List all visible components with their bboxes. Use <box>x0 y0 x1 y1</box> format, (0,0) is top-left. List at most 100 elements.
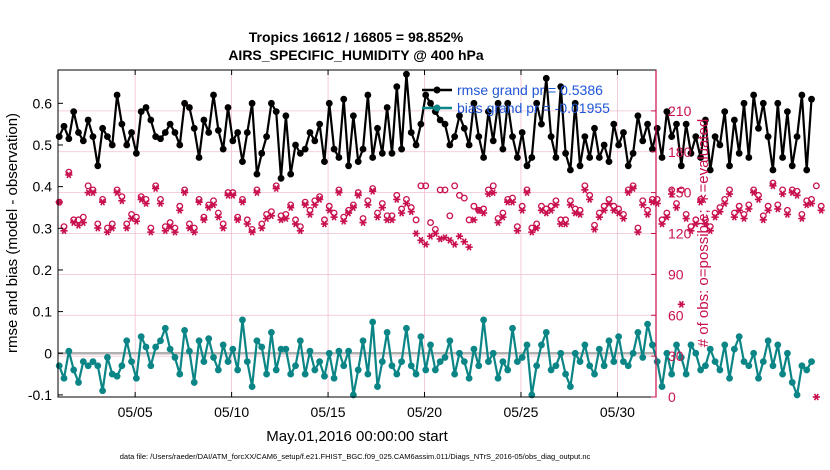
bias-point <box>272 366 280 374</box>
rmse-point <box>595 154 603 161</box>
x-tick-label: 05/25 <box>503 404 538 420</box>
obs-possible-point <box>451 182 459 190</box>
rmse-point <box>354 158 362 166</box>
bias-point <box>644 320 651 328</box>
bias-point <box>427 341 434 349</box>
bias-point <box>200 358 208 365</box>
bias-point <box>663 349 671 357</box>
rmse-point <box>456 112 463 120</box>
rmse-point <box>697 154 705 161</box>
rmse-point <box>55 133 63 141</box>
bias-point <box>566 383 574 390</box>
bias-point <box>750 349 758 357</box>
obs-possible-point <box>812 182 820 190</box>
rmse-point <box>779 154 786 161</box>
bias-point <box>798 362 806 370</box>
bias-point <box>697 366 705 374</box>
rmse-point <box>272 108 280 116</box>
y-right-tick-label: 60 <box>668 307 684 323</box>
rmse-point <box>301 145 309 153</box>
rmse-point <box>176 141 184 149</box>
y-right-tick-label: 120 <box>668 226 692 242</box>
obs-evaluated-point <box>634 228 642 236</box>
bias-point <box>518 354 526 361</box>
obs-evaluated-point <box>320 220 329 228</box>
rmse-point <box>615 141 623 149</box>
obs-evaluated-point <box>658 220 666 228</box>
obs-evaluated-point <box>354 191 362 199</box>
obs-evaluated-point <box>378 204 386 212</box>
y-axis-left: -0.1 0 0.1 0.2 0.3 0.4 0.5 0.6 <box>28 95 63 403</box>
bias-point <box>345 347 352 355</box>
bias-point <box>354 366 362 374</box>
rmse-point <box>639 137 647 145</box>
rmse-point <box>538 120 545 128</box>
bias-point <box>504 366 512 374</box>
bias-point <box>538 341 545 349</box>
obs-evaluated-point <box>537 206 546 214</box>
rmse-point <box>422 91 430 99</box>
rmse-point <box>788 162 796 170</box>
obs-evaluated-point <box>745 205 753 213</box>
obs-evaluated-point <box>248 228 256 236</box>
obs-evaluated-point <box>692 220 700 228</box>
obs-evaluated-point <box>262 214 271 223</box>
bias-point <box>639 354 647 361</box>
rmse-point <box>75 129 82 136</box>
rmse-point <box>427 99 434 107</box>
rmse-point <box>243 129 251 136</box>
obs-evaluated-point <box>200 216 208 224</box>
obs-evaluated-point <box>774 205 782 213</box>
obs-evaluated-point <box>499 213 507 221</box>
obs-evaluated-point <box>209 201 218 209</box>
rmse-point <box>181 99 188 107</box>
obs-evaluated-point <box>798 214 806 223</box>
obs-evaluated-point <box>672 204 681 212</box>
rmse-point <box>137 108 145 116</box>
bias-point <box>460 358 468 365</box>
bias-point <box>692 349 700 357</box>
rmse-point <box>335 154 343 161</box>
bias-point <box>287 370 295 378</box>
rmse-point <box>287 170 295 178</box>
obs-evaluated-point <box>108 224 116 232</box>
obs-evaluated-point <box>113 189 121 197</box>
bias-point <box>441 354 449 361</box>
obs-evaluated-point <box>706 227 714 235</box>
bias-point <box>557 349 565 357</box>
bias-point <box>224 358 232 365</box>
rmse-point <box>383 104 391 111</box>
obs-evaluated-point <box>687 227 695 235</box>
bias-point <box>485 358 492 365</box>
bias-point <box>65 347 73 355</box>
rmse-point <box>465 141 473 149</box>
bias-point <box>229 345 237 353</box>
obs-evaluated-point <box>557 220 565 228</box>
rmse-point <box>70 108 78 116</box>
bias-point <box>605 337 613 345</box>
bias-point <box>682 370 690 378</box>
rmse-point <box>702 116 709 124</box>
obs-evaluated-point <box>605 200 613 208</box>
x-axis-label: May.01,2016 00:00:00 start <box>266 428 448 445</box>
rmse-point <box>648 145 656 153</box>
obs-evaluated-point <box>479 209 488 217</box>
obs-evaluated-point <box>788 189 796 197</box>
obs-possible-point <box>412 216 420 224</box>
bias-point <box>99 387 107 395</box>
y-left-tick-label: 0.2 <box>33 262 53 278</box>
obs-evaluated-point <box>422 240 430 248</box>
obs-evaluated-point <box>147 228 155 236</box>
obs-evaluated-point <box>282 214 290 223</box>
obs-possible-point <box>417 182 425 190</box>
rmse-point <box>364 91 372 99</box>
rmse-point <box>504 99 512 107</box>
obs-possible-point <box>460 194 468 202</box>
rmse-point <box>325 99 333 107</box>
data-file-footnote: data file: /Users/raeder/DAI/ATM_forcXX/… <box>120 452 591 461</box>
obs-evaluated-point <box>388 216 396 224</box>
obs-evaluated-point <box>581 186 589 194</box>
bias-point <box>677 354 685 361</box>
obs-evaluated-point <box>412 229 420 238</box>
